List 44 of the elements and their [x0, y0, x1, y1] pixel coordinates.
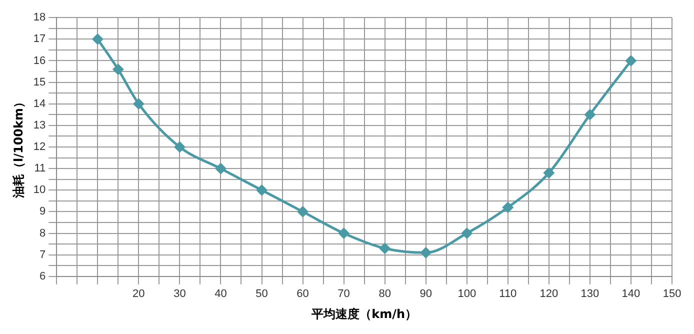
x-tick-label: 110: [499, 288, 517, 300]
point: [298, 206, 308, 217]
y-tick-label: 10: [33, 184, 46, 196]
y-tick-label: 18: [33, 12, 46, 24]
x-tick-label: 100: [458, 288, 476, 300]
y-axis-title: 油耗（l/100km）: [11, 96, 26, 200]
x-tick-label: 150: [662, 288, 682, 300]
point: [338, 228, 350, 239]
y-tick-label: 12: [33, 141, 46, 154]
x-tick-label: 120: [540, 288, 558, 300]
y-tick-label: 7: [40, 248, 46, 261]
x-axis-title: 平均速度（km/h）: [310, 306, 418, 321]
y-tick-label: 8: [40, 227, 46, 240]
point: [420, 247, 432, 258]
x-tick-label: 90: [420, 288, 432, 300]
x-tick-label: 130: [580, 288, 600, 300]
point: [215, 163, 226, 174]
point: [174, 142, 185, 152]
x-tick-label: 140: [622, 288, 640, 300]
x-tick-label: 30: [174, 288, 186, 300]
x-tick-label: 80: [378, 288, 391, 300]
y-tick-label: 11: [34, 162, 46, 175]
point: [544, 168, 554, 178]
point: [380, 243, 390, 254]
y-tick-label: 14: [33, 98, 46, 110]
x-tick-label: 60: [296, 288, 309, 300]
y-tick-label: 16: [33, 54, 46, 67]
point: [133, 98, 144, 110]
point: [584, 109, 596, 120]
point: [626, 55, 636, 66]
x-tick-label: 50: [256, 288, 268, 300]
point: [112, 64, 124, 75]
x-tick-label: 40: [214, 288, 227, 300]
y-tick-label: 17: [33, 33, 46, 46]
point: [256, 184, 268, 196]
point: [502, 202, 514, 213]
point: [92, 34, 103, 44]
y-tick-label: 9: [40, 206, 46, 218]
x-tick-label: 70: [338, 288, 350, 300]
x-tick-label: 20: [132, 288, 145, 300]
point: [462, 228, 472, 239]
y-tick-label: 13: [33, 119, 46, 132]
y-tick-label: 15: [33, 76, 46, 88]
y-tick-label: 6: [40, 270, 46, 282]
